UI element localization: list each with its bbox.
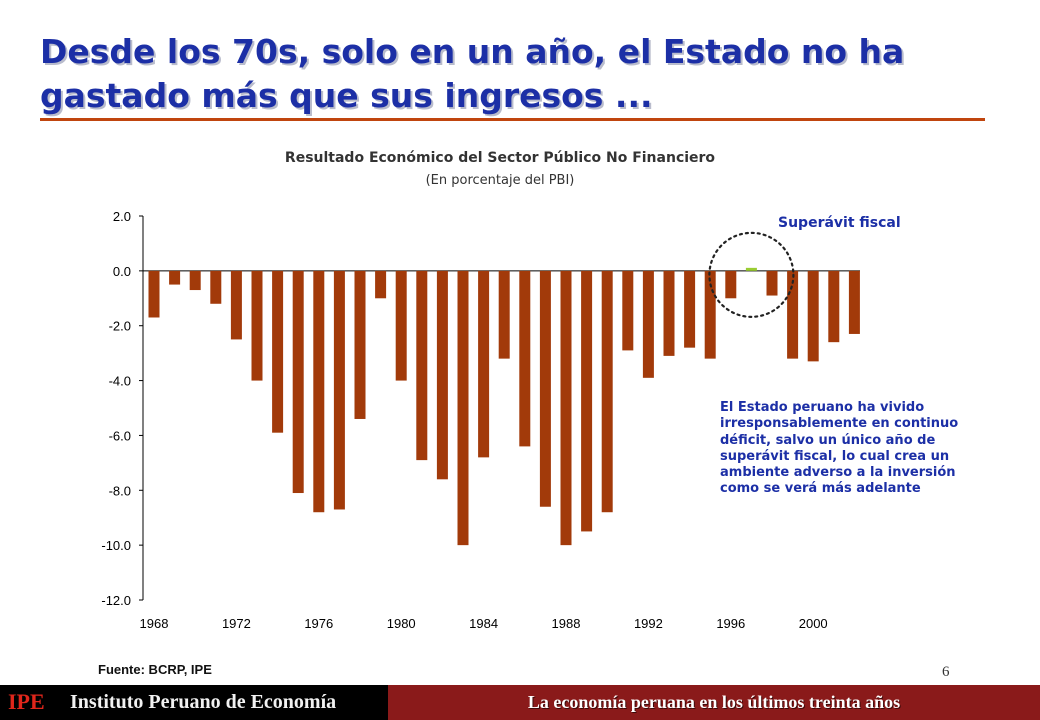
bar-1970	[189, 270, 201, 291]
bar-1988	[560, 270, 572, 546]
bar-1993	[663, 270, 675, 356]
y-tick-label: -6.0	[109, 428, 131, 443]
x-tick-label: 1992	[634, 616, 663, 631]
x-tick-label: 1976	[304, 616, 333, 631]
footer-tagline: La economía peruana en los últimos trein…	[527, 692, 901, 712]
x-tick-label: 1980	[387, 616, 416, 631]
ipe-logo: IPE	[8, 689, 45, 714]
y-tick-label: -2.0	[109, 319, 131, 334]
x-tick-label: 1988	[552, 616, 581, 631]
surplus-annotation: Superávit fiscal	[778, 215, 901, 231]
page-number: 6	[942, 664, 950, 680]
bar-1977	[333, 270, 345, 510]
bar-1992	[642, 270, 654, 378]
bar-1975	[292, 270, 304, 494]
bar-1978	[354, 270, 366, 419]
bar-2000	[807, 270, 819, 362]
bar-1974	[272, 270, 284, 433]
bar-1971	[210, 270, 222, 304]
y-tick-label: -4.0	[109, 374, 131, 389]
y-tick-label: -10.0	[101, 538, 131, 553]
footer-institute-panel: IPE Instituto Peruano de Economía	[0, 685, 388, 720]
bar-1999	[787, 270, 799, 359]
x-tick-label: 2000	[799, 616, 828, 631]
bar-1982	[436, 270, 448, 480]
bar-1980	[395, 270, 407, 381]
bar-1983	[457, 270, 469, 546]
bar-1991	[622, 270, 634, 351]
y-tick-label: 0.0	[113, 264, 131, 279]
chart-overlay	[708, 231, 795, 318]
x-tick-label: 1984	[469, 616, 498, 631]
y-tick-label: -12.0	[101, 593, 131, 608]
bar-1969	[169, 270, 181, 285]
bar-1979	[375, 270, 387, 299]
bar-1976	[313, 270, 325, 513]
bar-1987	[539, 270, 551, 507]
x-tick-label: 1968	[140, 616, 169, 631]
y-tick-label: 2.0	[113, 209, 131, 224]
y-tick-label: -8.0	[109, 483, 131, 498]
footer-bar: IPE Instituto Peruano de Economía La eco…	[0, 685, 1040, 720]
bar-1972	[230, 270, 242, 340]
bar-1998	[766, 270, 778, 296]
bar-1985	[498, 270, 510, 359]
bar-1996	[725, 270, 737, 299]
bar-1986	[519, 270, 531, 447]
bar-1995	[704, 270, 716, 359]
commentary-text: El Estado peruano ha vivido irresponsabl…	[720, 400, 959, 497]
bar-1984	[478, 270, 490, 458]
bar-1981	[416, 270, 428, 461]
bar-2002	[848, 270, 860, 334]
bar-1997	[745, 267, 757, 271]
bar-2001	[828, 270, 840, 343]
bar-1994	[684, 270, 696, 348]
surplus-highlight-circle	[708, 231, 795, 318]
bar-1968	[148, 270, 160, 318]
x-tick-label: 1996	[716, 616, 745, 631]
footer-tagline-panel: La economía peruana en los últimos trein…	[388, 685, 1040, 720]
bar-1989	[581, 270, 593, 532]
chart-subtitle: (En porcentaje del PBI)	[425, 173, 575, 188]
chart-svg: 2.0 0.0 -2.0 -4.0 -6.0 -8.0 -10.0 -12.0 1968 1972…	[101, 209, 860, 631]
institute-name: Instituto Peruano de Economía	[70, 691, 337, 713]
x-tick-label: 1972	[222, 616, 251, 631]
chart-title: Resultado Económico del Sector Público N…	[284, 150, 716, 166]
slide-title: Desde los 70s, solo en un año, el Estado…	[40, 32, 905, 115]
chart-bars	[148, 267, 860, 546]
chart-tick-labels: 2.0 0.0 -2.0 -4.0 -6.0 -8.0 -10.0 -12.0 1968 1972…	[101, 209, 827, 631]
title-underline	[40, 118, 985, 121]
bar-1990	[601, 270, 613, 513]
bar-1973	[251, 270, 263, 381]
source-note: Fuente: BCRP, IPE	[98, 662, 212, 677]
